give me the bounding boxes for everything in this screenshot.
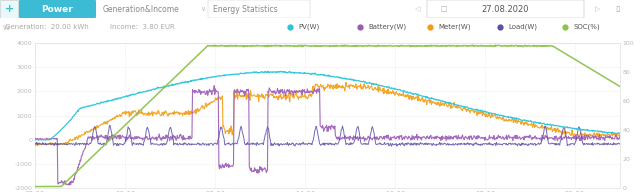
Text: ▷: ▷ (595, 6, 600, 12)
Text: Generation:  20.00 kWh: Generation: 20.00 kWh (5, 24, 89, 30)
Text: PV(W): PV(W) (298, 24, 319, 30)
Text: □: □ (440, 6, 447, 12)
Text: Generation&Income: Generation&Income (103, 4, 180, 13)
FancyBboxPatch shape (427, 0, 584, 18)
Text: Meter(W): Meter(W) (438, 24, 470, 30)
Text: Income:  3.80 EUR: Income: 3.80 EUR (110, 24, 175, 30)
Text: 27.08.2020: 27.08.2020 (481, 4, 529, 13)
Text: ▯: ▯ (615, 4, 620, 13)
Text: ∨: ∨ (200, 6, 205, 12)
Text: Power: Power (42, 4, 74, 13)
Text: W: W (3, 25, 10, 31)
FancyBboxPatch shape (0, 0, 18, 18)
Text: +: + (4, 4, 13, 14)
Text: Energy Statistics: Energy Statistics (213, 4, 278, 13)
Text: Load(W): Load(W) (508, 24, 537, 30)
Text: Battery(W): Battery(W) (368, 24, 406, 30)
Text: ◁: ◁ (415, 6, 420, 12)
FancyBboxPatch shape (19, 0, 96, 18)
Text: SOC(%): SOC(%) (573, 24, 600, 30)
